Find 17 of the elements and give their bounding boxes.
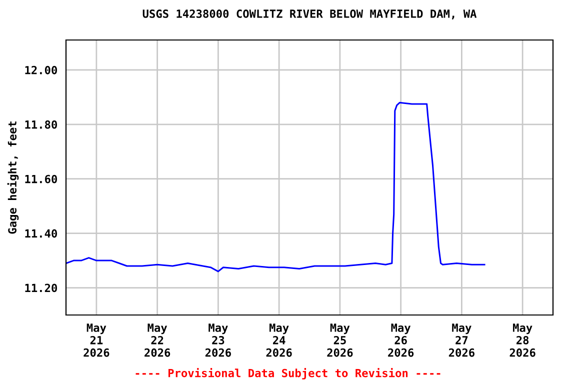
y-tick-label: 11.20 [25,284,57,292]
chart-title: USGS 14238000 COWLITZ RIVER BELOW MAYFIELD DAM, WA [142,10,477,20]
x-tick-label: May 28 2026 [510,324,536,357]
x-tick-label: May 22 2026 [144,324,170,357]
line-series [66,102,486,272]
x-tick-label: May 21 2026 [84,324,110,357]
y-tick-label: 11.40 [25,229,57,238]
x-tick-label: May 23 2026 [205,324,231,357]
x-tick-label: May 24 2026 [266,324,292,357]
x-tick-label: May 26 2026 [388,324,414,357]
text: ---- Provisional Data Subject to Revision ---- [136,368,440,380]
y-axis-title: Gage height, feet [7,122,19,234]
x-tick-label: May 25 2026 [327,324,353,357]
y-tick-label: 11.80 [25,120,57,129]
y-tick-label: 12.00 [25,66,57,74]
x-tick-label: May 27 2026 [448,324,474,357]
y-tick-label: 11.60 [25,174,57,184]
